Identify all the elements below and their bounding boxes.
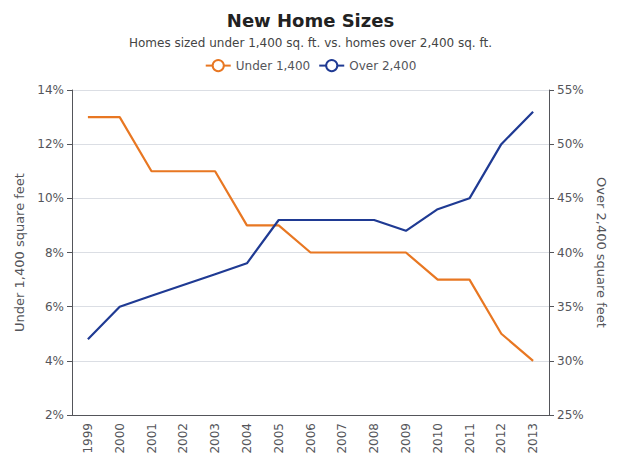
svg-text:Under 1,400: Under 1,400 xyxy=(236,59,311,73)
svg-text:2003: 2003 xyxy=(208,423,222,454)
svg-text:2001: 2001 xyxy=(145,423,159,454)
svg-text:8%: 8% xyxy=(45,246,64,260)
svg-text:35%: 35% xyxy=(557,300,584,314)
svg-text:2013: 2013 xyxy=(526,423,540,454)
svg-text:30%: 30% xyxy=(557,354,584,368)
svg-text:1999: 1999 xyxy=(81,423,95,454)
svg-text:2%: 2% xyxy=(45,408,64,422)
svg-text:New Home Sizes: New Home Sizes xyxy=(227,10,394,31)
svg-text:50%: 50% xyxy=(557,137,584,151)
svg-text:2004: 2004 xyxy=(240,423,254,454)
svg-text:40%: 40% xyxy=(557,246,584,260)
svg-text:25%: 25% xyxy=(557,408,584,422)
svg-text:55%: 55% xyxy=(557,83,584,97)
svg-text:12%: 12% xyxy=(37,137,64,151)
svg-text:2008: 2008 xyxy=(367,423,381,454)
svg-text:Under 1,400 square feet: Under 1,400 square feet xyxy=(12,173,27,332)
svg-text:2006: 2006 xyxy=(304,423,318,454)
svg-text:45%: 45% xyxy=(557,191,584,205)
svg-text:Homes sized under 1,400 sq. ft: Homes sized under 1,400 sq. ft. vs. home… xyxy=(129,36,492,50)
svg-text:2009: 2009 xyxy=(399,423,413,454)
svg-text:4%: 4% xyxy=(45,354,64,368)
svg-text:14%: 14% xyxy=(37,83,64,97)
svg-text:2012: 2012 xyxy=(494,423,508,454)
svg-text:2005: 2005 xyxy=(272,423,286,454)
svg-text:Over 2,400 square feet: Over 2,400 square feet xyxy=(594,177,609,328)
svg-text:2010: 2010 xyxy=(431,423,445,454)
svg-text:2007: 2007 xyxy=(335,423,349,454)
svg-text:2000: 2000 xyxy=(113,423,127,454)
svg-text:Over 2,400: Over 2,400 xyxy=(349,59,416,73)
svg-text:2002: 2002 xyxy=(176,423,190,454)
svg-text:10%: 10% xyxy=(37,191,64,205)
svg-text:2011: 2011 xyxy=(463,423,477,454)
svg-text:6%: 6% xyxy=(45,300,64,314)
